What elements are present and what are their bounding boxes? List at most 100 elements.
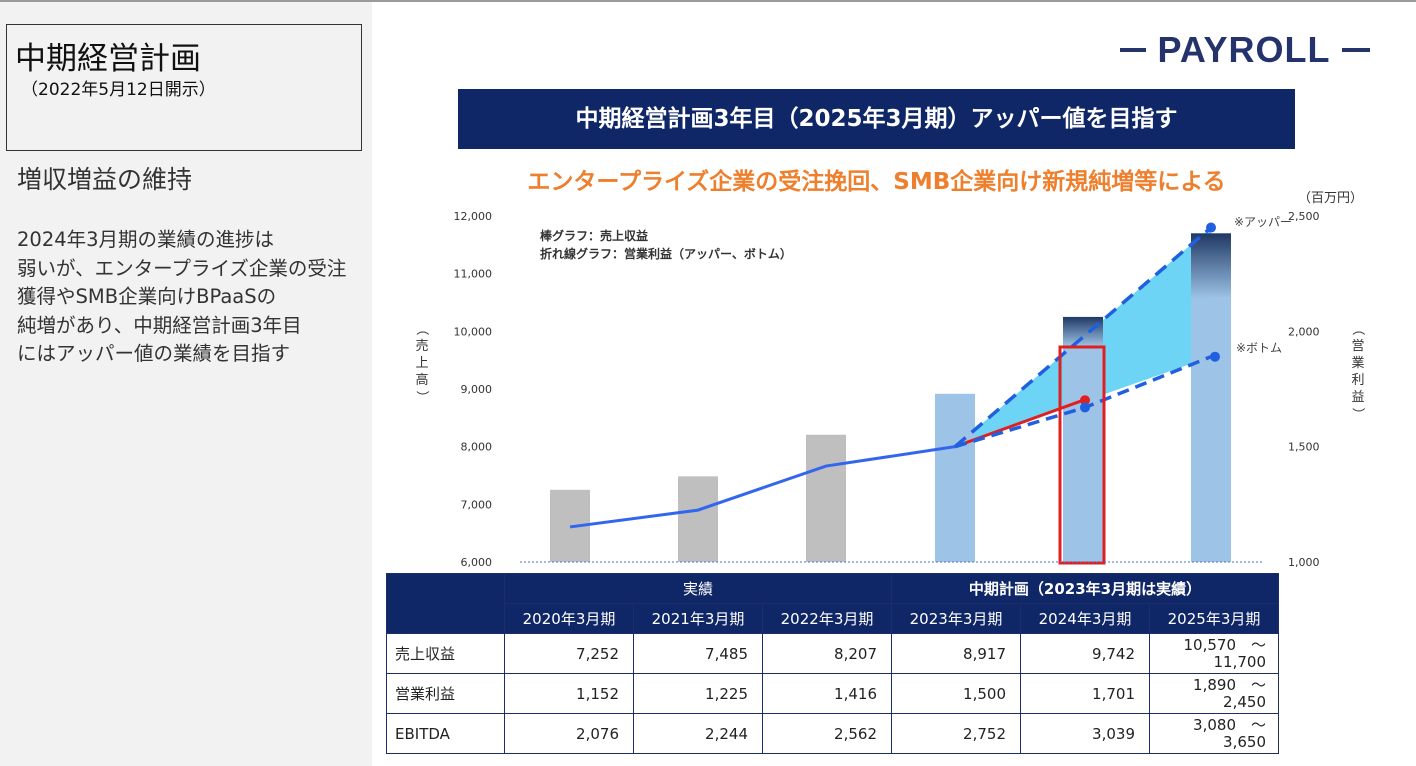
year-header: 2024年3月期 (1020, 603, 1150, 634)
row-label: 売上収益 (386, 633, 505, 674)
right-tick-label: 2,000 (1288, 325, 1320, 338)
header-plan: 中期計画（2023年3月期は実績） (891, 573, 1279, 604)
financial-table: 実績 中期計画（2023年3月期は実績） 2020年3月期 2021年3月期 2… (386, 573, 1279, 754)
axis-label-char: 売 (415, 338, 428, 354)
axis-label-char: ） (414, 390, 429, 403)
chart-subtitle: エンタープライズ企業の受注挽回、SMB企業向け新規純増等による (527, 169, 1226, 195)
table-cell: 2,076 (504, 713, 634, 754)
unit-label: （百万円） (1298, 191, 1363, 206)
year-header: 2023年3月期 (891, 603, 1021, 634)
left-tick-label: 11,000 (454, 268, 493, 281)
table-row: 売上収益 7,252 7,485 8,207 8,917 9,742 10,57… (386, 633, 1279, 674)
operating-profit-line (569, 445, 956, 529)
range-high: 11,700 (1213, 652, 1267, 671)
table-cell: 2,752 (891, 713, 1021, 754)
table-cell: 1,152 (504, 673, 634, 714)
axis-label-char: ） (1350, 407, 1365, 420)
table-corner (386, 573, 505, 634)
table-cell: 8,207 (762, 633, 892, 674)
revenue-bar (1191, 298, 1231, 562)
sidebar-body: 2024年3月期の業績の進捗は 弱いが、エンタープライズ企業の受注 獲得やSMB… (17, 226, 362, 369)
table-cell: 1,500 (891, 673, 1021, 714)
axis-label-char: 営 (1351, 339, 1364, 354)
left-tick-label: 9,000 (461, 383, 493, 396)
row-label: EBITDA (386, 713, 505, 754)
sidebar-body-line: 純増があり、中期経営計画3年目 (17, 313, 302, 337)
sidebar-heading: 増収増益の維持 (17, 165, 193, 194)
payroll-logo: PAYROLL (1120, 29, 1370, 70)
axis-label-char: 益 (1351, 390, 1364, 405)
revenue-bar (678, 476, 718, 562)
op-2024-actual-point (1080, 395, 1090, 406)
table-cell: 3,039 (1020, 713, 1150, 754)
revenue-bar (806, 434, 846, 562)
highlight-2024-box (1058, 345, 1106, 565)
page-title: 中期経営計画 (15, 41, 201, 77)
sidebar-body-line: にはアッパー値の業績を目指す (17, 342, 291, 365)
row-label: 営業利益 (386, 673, 505, 714)
axis-label-char: 高 (415, 372, 428, 388)
left-tick-label: 6,000 (461, 556, 493, 569)
year-header: 2020年3月期 (504, 603, 634, 634)
op-bottom-point (1210, 351, 1220, 362)
range-low: 1,890 ～ (1193, 675, 1266, 694)
table-row: 営業利益 1,152 1,225 1,416 1,500 1,701 1,890… (386, 673, 1279, 714)
year-header: 2021年3月期 (633, 603, 763, 634)
right-tick-label: 2,500 (1288, 210, 1320, 223)
table-cell: 1,416 (762, 673, 892, 714)
left-tick-label: 12,000 (454, 210, 493, 223)
table-cell-range: 10,570 ～ 11,700 (1149, 633, 1279, 674)
sidebar-body-line: 弱いが、エンタープライズ企業の受注 (17, 256, 347, 280)
left-tick-label: 8,000 (461, 441, 493, 454)
table-cell: 1,701 (1020, 673, 1150, 714)
table-cell: 1,225 (633, 673, 763, 714)
title-box: 中期経営計画 （2022年5月12日開示） (6, 24, 362, 151)
revenue-bar (935, 393, 975, 562)
range-high: 2,450 (1223, 692, 1266, 711)
banner: 中期経営計画3年目（2025年3月期）アッパー値を目指す (458, 89, 1295, 149)
range-low: 10,570 ～ (1183, 635, 1267, 654)
axis-label-char: （ (414, 322, 429, 335)
left-tick-label: 10,000 (454, 325, 493, 338)
table-cell: 7,485 (633, 633, 763, 674)
axis-label-char: 利 (1351, 373, 1364, 388)
op-bottom-point (1080, 402, 1090, 413)
right-tick-label: 1,500 (1288, 441, 1320, 454)
sidebar: 中期経営計画 （2022年5月12日開示） 増収増益の維持 2024年3月期の業… (0, 2, 372, 766)
right-tick-label: 1,000 (1288, 556, 1320, 569)
range-high: 3,650 (1223, 732, 1266, 751)
axis-label-char: 業 (1351, 355, 1364, 371)
table-cell-range: 1,890 ～ 2,450 (1149, 673, 1279, 714)
logo-text: PAYROLL (1157, 29, 1330, 70)
bottom-series-label: ※ボトム (1236, 341, 1282, 355)
left-axis-label: （ 売上高 ） (414, 322, 429, 403)
revenue-target-bar (1191, 233, 1231, 299)
header-actual: 実績 (504, 573, 892, 604)
table-cell: 2,562 (762, 713, 892, 754)
op-upper-line (953, 226, 1213, 448)
year-header: 2022年3月期 (762, 603, 892, 634)
table-cell: 9,742 (1020, 633, 1150, 674)
table-cell: 7,252 (504, 633, 634, 674)
legend-line: 折れ線グラフ：営業利益（アッパー、ボトム） (540, 246, 792, 261)
page-subtitle: （2022年5月12日開示） (21, 80, 216, 100)
range-low: 3,080 ～ (1193, 715, 1266, 734)
revenue-bar (1063, 346, 1103, 562)
revenue-target-bar (1063, 316, 1103, 347)
sidebar-body-line: 2024年3月期の業績の進捗は (17, 228, 275, 251)
right-axis-label: （ 営業利益 ） (1350, 322, 1365, 420)
table-cell: 8,917 (891, 633, 1021, 674)
year-header: 2025年3月期 (1149, 603, 1279, 634)
axis-label-char: 上 (415, 356, 428, 371)
table-row: EBITDA 2,076 2,244 2,562 2,752 3,039 3,0… (386, 713, 1279, 754)
axis-label-char: （ (1350, 322, 1365, 335)
legend-bar: 棒グラフ：売上収益 (540, 228, 648, 243)
sidebar-body-line: 獲得やSMB企業向けBPaaSの (17, 285, 277, 308)
left-tick-label: 7,000 (461, 498, 493, 511)
upper-series-label: ※アッパー (1234, 215, 1292, 229)
top-border (0, 0, 1416, 2)
op-upper-point (1206, 222, 1216, 233)
table-cell: 2,244 (633, 713, 763, 754)
table-cell-range: 3,080 ～ 3,650 (1149, 713, 1279, 754)
